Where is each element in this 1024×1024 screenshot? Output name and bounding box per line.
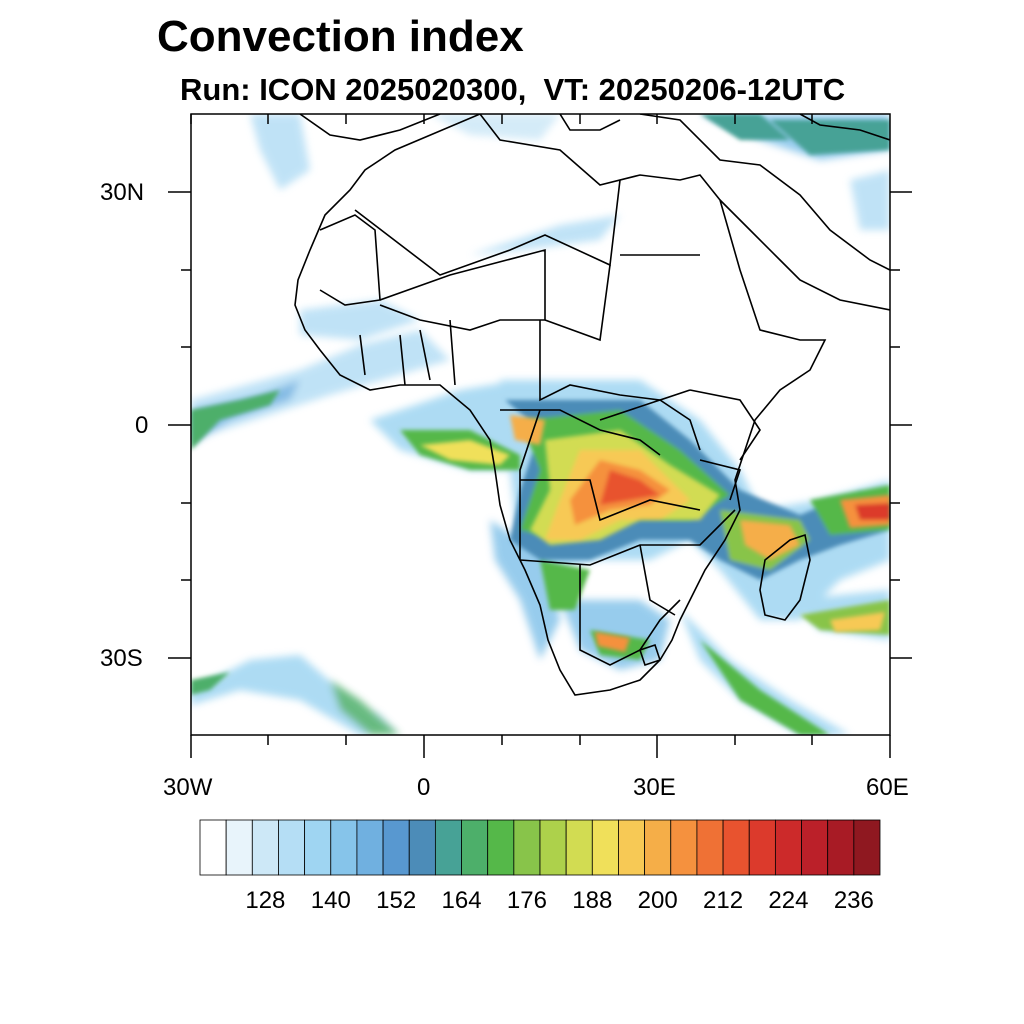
colorbar-swatch bbox=[644, 819, 672, 876]
chart-title: Convection index bbox=[157, 12, 524, 61]
y-tick-label-0: 0 bbox=[135, 412, 149, 439]
x-tick-label-0: 0 bbox=[417, 774, 431, 801]
colorbar-swatch bbox=[853, 819, 881, 876]
colorbar-swatch bbox=[696, 819, 724, 876]
colorbar-swatch bbox=[330, 819, 358, 876]
colorbar-swatch bbox=[748, 819, 776, 876]
x-tick-label-30w: 30W bbox=[163, 774, 213, 801]
colorbar-label: 140 bbox=[310, 887, 351, 914]
colorbar-label: 164 bbox=[441, 887, 482, 914]
colorbar-swatch bbox=[461, 819, 489, 876]
axis-ticks bbox=[168, 114, 912, 758]
colorbar-swatch bbox=[591, 819, 619, 876]
colorbar-swatch bbox=[199, 819, 227, 876]
colorbar bbox=[199, 819, 881, 876]
convection-field bbox=[191, 114, 890, 735]
colorbar-swatch bbox=[434, 819, 462, 876]
y-tick-label-30s: 30S bbox=[100, 645, 143, 672]
colorbar-swatch bbox=[356, 819, 384, 876]
colorbar-swatch bbox=[408, 819, 436, 876]
chart-subtitle: Run: ICON 2025020300, VT: 20250206-12UTC bbox=[180, 72, 846, 107]
colorbar-label: 200 bbox=[637, 887, 678, 914]
colorbar-label: 212 bbox=[703, 887, 744, 914]
colorbar-swatch bbox=[251, 819, 279, 876]
x-tick-label-60e: 60E bbox=[866, 774, 909, 801]
colorbar-swatch bbox=[618, 819, 646, 876]
colorbar-swatch bbox=[801, 819, 829, 876]
colorbar-swatch bbox=[774, 819, 802, 876]
colorbar-label: 152 bbox=[376, 887, 417, 914]
colorbar-swatch bbox=[539, 819, 567, 876]
colorbar-swatch bbox=[827, 819, 855, 876]
colorbar-label: 188 bbox=[572, 887, 613, 914]
colorbar-swatch bbox=[304, 819, 332, 876]
colorbar-label: 224 bbox=[768, 887, 809, 914]
y-tick-label-30n: 30N bbox=[100, 179, 145, 206]
coastlines bbox=[294, 114, 890, 696]
colorbar-swatch bbox=[670, 819, 698, 876]
colorbar-label: 128 bbox=[245, 887, 286, 914]
x-tick-label-30e: 30E bbox=[633, 774, 676, 801]
colorbar-swatch bbox=[565, 819, 593, 876]
colorbar-swatch bbox=[513, 819, 541, 876]
colorbar-swatch bbox=[487, 819, 515, 876]
colorbar-label: 176 bbox=[506, 887, 547, 914]
colorbar-swatch bbox=[225, 819, 253, 876]
colorbar-swatch bbox=[722, 819, 750, 876]
colorbar-swatch bbox=[278, 819, 306, 876]
colorbar-swatch bbox=[382, 819, 410, 876]
colorbar-label: 236 bbox=[833, 887, 874, 914]
